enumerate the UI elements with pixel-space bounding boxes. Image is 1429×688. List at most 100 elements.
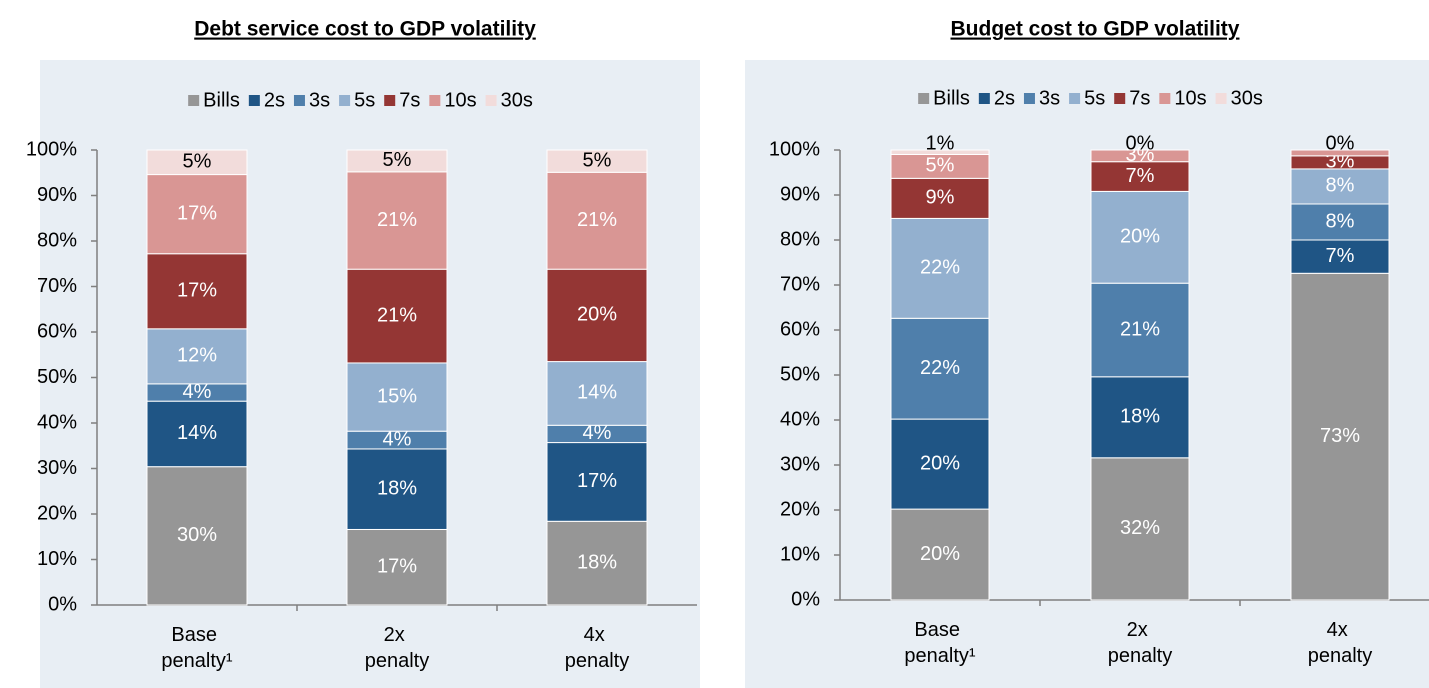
legend-swatch [1023, 93, 1035, 104]
data-label: 8% [1326, 175, 1355, 197]
y-tick-label: 60% [37, 320, 77, 342]
data-label: 20% [920, 543, 960, 565]
data-label: 22% [920, 357, 960, 379]
bar-segment [146, 174, 248, 255]
legend-swatch [978, 93, 990, 104]
y-tick-label: 0% [791, 588, 820, 610]
bar-segment [146, 149, 248, 176]
data-label: 18% [1120, 406, 1160, 428]
y-tick-label: 90% [37, 184, 77, 206]
bar-segment [146, 253, 248, 330]
data-label: 20% [1120, 226, 1160, 248]
legend-label: 10s [1174, 87, 1206, 109]
legend-label: 2s [264, 89, 285, 111]
legend-swatch [1069, 93, 1081, 104]
data-label: 4% [383, 428, 412, 450]
legend-label: Bills [203, 89, 240, 111]
data-label: 21% [577, 209, 617, 231]
data-label: 21% [377, 209, 417, 231]
data-label: 0% [1126, 132, 1155, 154]
y-tick-label: 60% [780, 318, 820, 340]
data-label: 18% [577, 551, 617, 573]
chart-title: Debt service cost to GDP volatility [194, 18, 536, 41]
y-tick-label: 40% [780, 408, 820, 430]
data-label: 9% [926, 187, 955, 209]
y-tick-label: 30% [37, 457, 77, 479]
legend-swatch [485, 95, 497, 106]
data-label: 22% [920, 257, 960, 279]
y-tick-label: 10% [780, 543, 820, 565]
data-label: 5% [383, 149, 412, 171]
y-tick-label: 50% [37, 366, 77, 388]
x-tick-label: Base penalty¹ [904, 619, 975, 667]
data-label: 5% [926, 155, 955, 177]
bar-segment [1090, 149, 1190, 163]
y-tick-label: 80% [780, 228, 820, 250]
x-tick-label: Base penalty¹ [161, 624, 232, 672]
legend-label: Bills [933, 87, 970, 109]
bar-segment [1090, 161, 1190, 192]
bar-segment [890, 317, 990, 420]
y-tick-label: 70% [780, 273, 820, 295]
bar-segment [346, 528, 448, 606]
data-label: 4% [183, 381, 212, 403]
bar-segment [346, 149, 448, 173]
data-label: 30% [177, 524, 217, 546]
data-label: 12% [177, 345, 217, 367]
bar-segment [890, 149, 990, 155]
y-tick-label: 20% [780, 498, 820, 520]
bar-segment [546, 149, 648, 173]
x-tick-label: 4x penalty [1308, 619, 1373, 667]
legend-swatch [293, 95, 305, 106]
bar-segment [346, 268, 448, 364]
legend-label: 7s [1129, 87, 1150, 109]
bar-segment [546, 442, 648, 522]
y-tick-label: 10% [37, 548, 77, 570]
data-label: 17% [377, 556, 417, 578]
data-label: 21% [377, 304, 417, 326]
y-tick-label: 90% [780, 183, 820, 205]
bar-segment [346, 448, 448, 530]
legend-label: 2s [994, 87, 1015, 109]
bar-segment [546, 171, 648, 270]
data-label: 5% [583, 149, 612, 171]
y-tick-label: 0% [48, 593, 77, 615]
y-tick-label: 40% [37, 411, 77, 433]
bar-segment [890, 217, 990, 319]
data-label: 8% [1326, 210, 1355, 232]
bar-segment [890, 508, 990, 601]
data-label: 18% [377, 477, 417, 499]
data-label: 17% [177, 202, 217, 224]
legend-swatch [339, 95, 351, 106]
bar-segment [146, 328, 248, 385]
legend-swatch [429, 95, 441, 106]
legend-label: 30s [501, 89, 533, 111]
data-label: 1% [926, 132, 955, 154]
bar-segment [1290, 149, 1390, 157]
legend-swatch [1159, 93, 1171, 104]
data-label: 3% [1126, 144, 1155, 166]
x-tick-label: 2x penalty [1108, 619, 1173, 667]
y-tick-label: 30% [780, 453, 820, 475]
y-tick-label: 100% [769, 138, 820, 160]
data-label: 32% [1120, 517, 1160, 539]
data-label: 14% [177, 422, 217, 444]
data-label: 73% [1320, 425, 1360, 447]
legend-swatch [1114, 93, 1126, 104]
legend-swatch [1215, 93, 1227, 104]
legend-swatch [248, 95, 260, 106]
legend-swatch [384, 95, 396, 106]
data-label: 17% [177, 280, 217, 302]
data-label: 7% [1126, 165, 1155, 187]
legend-label: 5s [354, 89, 375, 111]
data-label: 20% [577, 304, 617, 326]
data-label: 20% [920, 452, 960, 474]
bar-segment [1290, 203, 1390, 241]
chart-title: Budget cost to GDP volatility [951, 18, 1240, 41]
bar-segment [1290, 272, 1390, 601]
legend-label: 3s [309, 89, 330, 111]
y-tick-label: 80% [37, 229, 77, 251]
y-tick-label: 20% [37, 502, 77, 524]
